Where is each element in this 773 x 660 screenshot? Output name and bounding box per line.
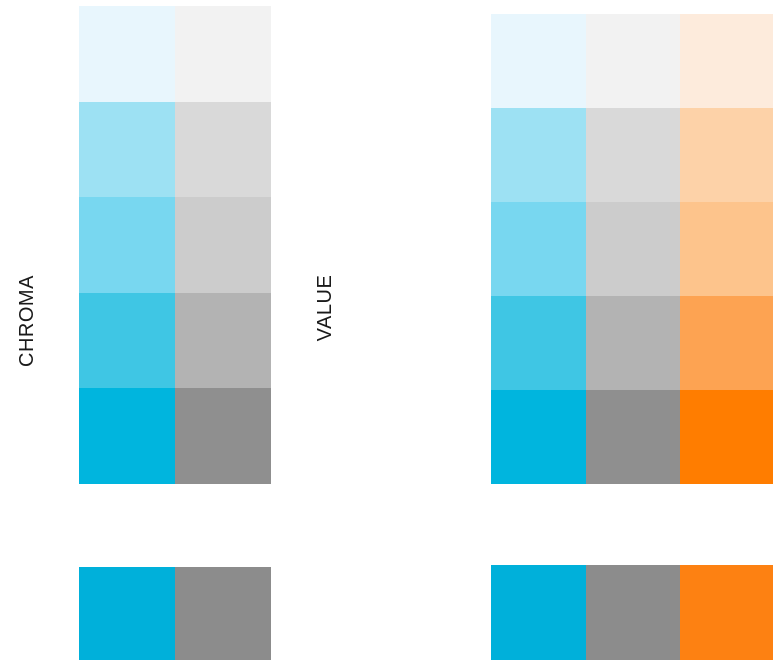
right-scale-swatch-r2-c1 [491, 108, 586, 202]
left-scale-swatch-r4-c1 [79, 292, 175, 388]
right-scale-swatch-r5-c1 [491, 390, 586, 484]
right-scale-swatch-r4-c3 [680, 296, 773, 390]
left-base-swatch-r1-c2 [175, 567, 271, 660]
right-scale-swatch-r2-c3 [680, 108, 773, 202]
left-chroma-scale-grid [79, 6, 271, 484]
right-scale-swatch-r4-c1 [491, 296, 586, 390]
right-scale-swatch-r3-c2 [586, 202, 680, 296]
left-scale-swatch-r3-c2 [175, 197, 271, 293]
right-base-swatch-r1-c2 [586, 565, 680, 660]
right-scale-swatch-r3-c1 [491, 202, 586, 296]
left-scale-swatch-r4-c2 [175, 292, 271, 388]
left-scale-swatch-r1-c1 [79, 6, 175, 102]
right-scale-swatch-r5-c2 [586, 390, 680, 484]
right-scale-swatch-r3-c3 [680, 202, 773, 296]
right-scale-swatch-r1-c1 [491, 14, 586, 108]
right-scale-swatch-r4-c2 [586, 296, 680, 390]
left-scale-swatch-r5-c2 [175, 388, 271, 484]
value-label: VALUE [314, 274, 336, 342]
chroma-label: CHROMA [16, 275, 38, 367]
right-base-swatch-r1-c1 [491, 565, 586, 660]
right-base-color-row [491, 565, 773, 660]
right-scale-swatch-r1-c2 [586, 14, 680, 108]
left-scale-swatch-r2-c1 [79, 101, 175, 197]
left-scale-swatch-r5-c1 [79, 388, 175, 484]
right-scale-swatch-r5-c3 [680, 390, 773, 484]
left-scale-swatch-r2-c2 [175, 101, 271, 197]
right-scale-swatch-r1-c3 [680, 14, 773, 108]
right-value-scale-grid [491, 14, 773, 484]
right-base-swatch-r1-c3 [680, 565, 773, 660]
right-scale-swatch-r2-c2 [586, 108, 680, 202]
left-scale-swatch-r3-c1 [79, 197, 175, 293]
left-base-color-row [79, 567, 271, 660]
left-base-swatch-r1-c1 [79, 567, 175, 660]
left-scale-swatch-r1-c2 [175, 6, 271, 102]
